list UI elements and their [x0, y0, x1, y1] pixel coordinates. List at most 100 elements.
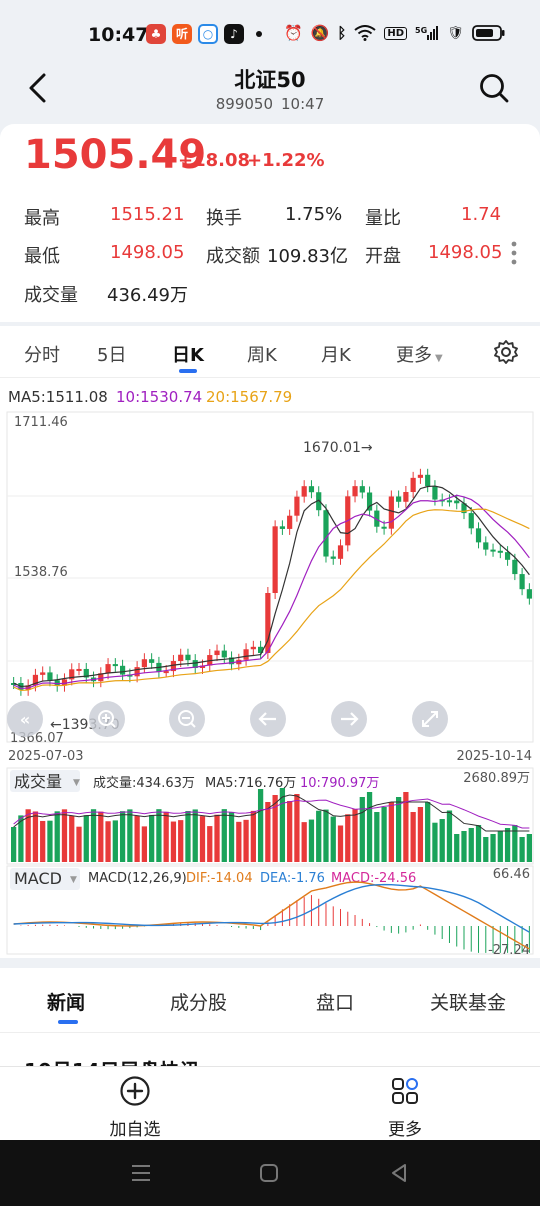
page-header: 北证50 899050 10:47	[0, 60, 540, 122]
home-icon[interactable]	[259, 1163, 279, 1183]
app-red-icon: ♣	[146, 24, 166, 44]
volume-bar	[32, 811, 39, 862]
scroll-left-button[interactable]	[250, 701, 286, 737]
vol-ratio-label: 量比	[365, 208, 401, 229]
tab-constituents[interactable]: 成分股	[170, 992, 228, 1014]
candle-body	[403, 492, 409, 502]
tab-more[interactable]: 更多 ▼	[396, 341, 443, 367]
volume-bar	[76, 826, 82, 862]
bluetooth-icon: ᛒ	[337, 24, 347, 42]
candle-body	[396, 496, 402, 502]
tab-monthly-k[interactable]: 月K	[321, 345, 351, 366]
volume-indicator-select[interactable]	[10, 770, 80, 792]
recent-apps-icon[interactable]	[130, 1164, 152, 1182]
double-left-arrow-icon: «	[20, 710, 30, 729]
more-actions-label: 更多	[388, 1120, 422, 1140]
volume-bar	[221, 809, 227, 862]
macd-dea-line	[13, 883, 530, 933]
scroll-left-fast-button[interactable]: «	[7, 701, 43, 737]
max-price-marker: 1670.01→	[303, 440, 373, 456]
candle-body	[294, 496, 300, 516]
candle-body	[40, 672, 46, 675]
volume-bar	[425, 802, 431, 862]
tab-daily-k[interactable]: 日K	[172, 345, 204, 366]
candle-body	[301, 486, 307, 497]
volume-bar	[366, 792, 373, 862]
candle-body	[221, 650, 227, 658]
volume-bar	[54, 811, 60, 862]
right-arrow-icon	[341, 712, 359, 726]
back-icon[interactable]	[26, 72, 50, 104]
settings-gear-icon[interactable]	[493, 339, 519, 365]
candle-body	[119, 665, 126, 675]
candle-body	[141, 659, 147, 668]
candle-body	[461, 503, 467, 514]
mute-icon: 🔕	[310, 24, 330, 42]
volume-bar	[156, 809, 162, 862]
zoom-out-icon	[178, 710, 194, 726]
volume-bar	[417, 807, 424, 862]
more-vertical-icon[interactable]	[508, 240, 520, 266]
ma20-line	[13, 508, 530, 692]
candle-body	[374, 510, 380, 527]
amount-value: 109.83亿	[267, 246, 348, 267]
add-circle-icon	[120, 1076, 150, 1106]
candle-body	[112, 664, 118, 667]
action-bar: 加自选 更多	[0, 1066, 540, 1140]
tab-news[interactable]: 新闻	[47, 992, 86, 1014]
macd-min-label: -27.24	[488, 943, 530, 958]
tab-order-book[interactable]: 盘口	[316, 992, 355, 1014]
news-headline[interactable]: 10月14日早盘快讯	[24, 1055, 200, 1066]
price-change-pct: +1.22%	[247, 150, 325, 171]
zoom-out-button[interactable]	[169, 701, 205, 737]
tab-weekly-k[interactable]: 周K	[247, 345, 277, 366]
stock-code-time: 899050 10:47	[0, 95, 540, 113]
svg-text:5G: 5G	[415, 26, 427, 35]
tab-related-funds[interactable]: 关联基金	[430, 992, 507, 1014]
candle-body	[504, 552, 511, 560]
price-change: +18.08	[178, 150, 251, 171]
tab-5day[interactable]: 5日	[97, 345, 127, 366]
volume-bar	[504, 828, 511, 862]
candle-body	[192, 660, 198, 669]
blue-app-icon: ○	[198, 24, 218, 44]
candle-body	[265, 593, 271, 653]
volume-legend: 成交量:434.63万	[93, 775, 195, 791]
candle-body	[446, 500, 453, 503]
fullscreen-button[interactable]	[412, 701, 448, 737]
candle-body	[47, 672, 53, 681]
volume-bar	[112, 820, 118, 862]
candle-body	[199, 665, 206, 669]
search-icon[interactable]	[478, 72, 510, 104]
volume-bar	[323, 809, 329, 862]
scroll-right-button[interactable]	[331, 701, 367, 737]
volume-bar	[98, 811, 104, 862]
candle-body	[330, 556, 336, 559]
volume-bar	[519, 837, 525, 862]
candle-body	[279, 526, 285, 529]
tab-intraday[interactable]: 分时	[24, 345, 60, 366]
more-actions-button[interactable]: 更多	[345, 1075, 465, 1140]
candle-body	[410, 477, 416, 493]
quote-panel: 1505.49 +18.08 +1.22% 最高 1515.21 换手 1.75…	[0, 124, 540, 322]
macd-dea: DEA:-1.76	[260, 871, 325, 886]
kline-chart-area[interactable]: MA5:1511.08 10:1530.74 20:1567.79 1711.4…	[0, 378, 540, 958]
candle-body	[250, 646, 256, 650]
volume-bar	[214, 814, 220, 862]
candle-body	[61, 679, 68, 686]
add-watchlist-button[interactable]: 加自选	[75, 1075, 195, 1140]
macd-dif: DIF:-14.04	[186, 871, 253, 886]
ma5-line	[13, 485, 530, 688]
volume-bar	[337, 825, 344, 862]
date-start-label: 2025-07-03	[8, 749, 84, 764]
candle-body	[359, 486, 365, 493]
zoom-in-button[interactable]	[89, 701, 125, 737]
news-list: 10月14日早盘快讯	[0, 1032, 540, 1066]
volume-bar	[265, 802, 271, 862]
volume-bar	[330, 816, 336, 862]
back-nav-icon[interactable]	[389, 1163, 409, 1183]
candle-body	[468, 513, 474, 529]
more-notifications-dot	[256, 31, 262, 37]
macd-indicator-select[interactable]	[10, 868, 80, 890]
volume-bar	[475, 825, 482, 862]
